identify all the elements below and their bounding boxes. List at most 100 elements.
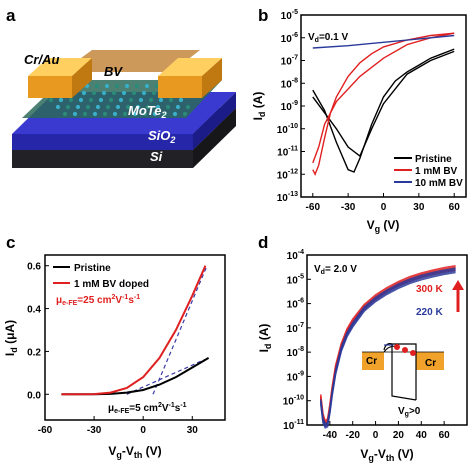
inset-contact-right	[416, 352, 444, 370]
chart-b-ytick: 10-6	[281, 32, 298, 45]
device-schematic: Cr/Au BV MoTe2 SiO2 Si	[12, 50, 236, 168]
sio2-front	[12, 134, 193, 150]
si-side	[193, 108, 236, 168]
inset-contact-left	[362, 352, 384, 370]
atom	[144, 83, 150, 89]
chart-c-ylabel: Id (μA)	[3, 320, 19, 356]
atom	[125, 104, 131, 110]
chart-b-ytick: 10-13	[277, 191, 298, 204]
chart-c-legend-label: 1 mM BV doped	[74, 279, 149, 290]
chart-c-annotation-pristine: μe-FE=5 cm2V-1s-1	[108, 402, 187, 415]
panel-label-d: d	[258, 233, 268, 252]
chart-d-ytick: 10-6	[287, 298, 304, 311]
atom	[124, 83, 130, 89]
chart-b-ytick: 10-9	[281, 100, 298, 113]
chart-d-ytick: 10-8	[287, 346, 304, 359]
atom	[115, 104, 121, 110]
sio2-side	[193, 92, 236, 150]
chart-c-xtick: 30	[187, 425, 199, 436]
chart-b-ylabel: Id (A)	[251, 92, 267, 121]
inset-label-right: Cr	[425, 358, 436, 369]
atom	[112, 111, 118, 117]
atom	[92, 111, 98, 117]
bv-film	[62, 50, 200, 72]
atom	[138, 97, 144, 103]
atom	[118, 97, 124, 103]
panel-label-b: b	[258, 6, 268, 25]
atom	[172, 111, 178, 117]
si-front	[12, 150, 193, 168]
atom	[91, 90, 97, 96]
chart-d-xtick: 40	[416, 430, 428, 441]
atom	[134, 83, 140, 89]
chart-d-xtick: 60	[439, 430, 451, 441]
atom	[85, 104, 91, 110]
panel-label-a: a	[6, 6, 16, 25]
atom	[121, 90, 127, 96]
chart-c-xtick: -60	[38, 425, 53, 436]
chart-d-ytick: 10-7	[287, 322, 304, 335]
chart-d-ylabel: Id (A)	[257, 324, 273, 353]
atom	[175, 104, 181, 110]
label-substrate: Si	[150, 149, 163, 164]
atom	[98, 97, 104, 103]
chart-b-ytick: 10-11	[277, 146, 298, 159]
atom	[95, 104, 101, 110]
atom	[102, 111, 108, 117]
chart-b-series-1-reverse	[312, 32, 455, 164]
panel-label-c: c	[6, 233, 15, 252]
chart-b-series-0-reverse	[312, 50, 455, 158]
chart-d-xtick: 20	[393, 430, 405, 441]
chart-d-temp-low: 220 K	[416, 307, 443, 318]
chart-b-xtick: -60	[306, 202, 321, 213]
chart-c-series-0	[61, 357, 210, 396]
atom	[141, 90, 147, 96]
label-electrode: Cr/Au	[24, 52, 59, 67]
atom	[72, 111, 78, 117]
chart-d-ytick: 10-10	[283, 395, 304, 408]
inset-electron-1	[394, 344, 400, 350]
atom	[182, 111, 188, 117]
chart-b-ytick: 10-10	[277, 123, 298, 136]
chart-d-xtick: -20	[345, 430, 360, 441]
electrode-right	[158, 58, 222, 98]
chart-c-frame	[44, 254, 226, 421]
atom	[135, 104, 141, 110]
chart-d-xlabel: Vg-Vth (V)	[360, 447, 413, 463]
atom	[168, 97, 174, 103]
chart-b-xtick: 60	[449, 202, 461, 213]
chart-b-series-0	[312, 48, 455, 173]
chart-b-annotation: Vd=0.1 V	[308, 32, 348, 44]
atom	[94, 83, 100, 89]
atom	[88, 97, 94, 103]
chart-b-xtick: -30	[341, 202, 356, 213]
atom	[65, 104, 71, 110]
chart-d-xtick: -40	[323, 430, 338, 441]
atom	[75, 104, 81, 110]
atom	[81, 90, 87, 96]
label-channel: MoTe2	[128, 103, 166, 120]
chart-c-fit-pristine	[126, 357, 209, 395]
chart-d-ytick: 10-4	[287, 249, 304, 262]
chart-c-ytick: 0.2	[27, 347, 41, 358]
atom	[151, 90, 157, 96]
chart-b-ytick: 10-8	[281, 77, 298, 90]
chart-b-legend-label: 10 mM BV	[415, 178, 463, 189]
chart-b-ytick: 10-7	[281, 55, 298, 68]
atom	[108, 97, 114, 103]
chart-d-ytick: 10-9	[287, 370, 304, 383]
atom	[55, 104, 61, 110]
atom	[142, 111, 148, 117]
atom	[165, 104, 171, 110]
inset-band-curve	[383, 343, 417, 401]
atom	[132, 111, 138, 117]
atom	[155, 104, 161, 110]
atom	[105, 104, 111, 110]
atom	[58, 97, 64, 103]
chart-d-series-1-trace	[319, 267, 456, 425]
atom	[128, 97, 134, 103]
chart-c-fit-bv	[152, 265, 208, 395]
chart-c-series-1	[61, 265, 207, 396]
